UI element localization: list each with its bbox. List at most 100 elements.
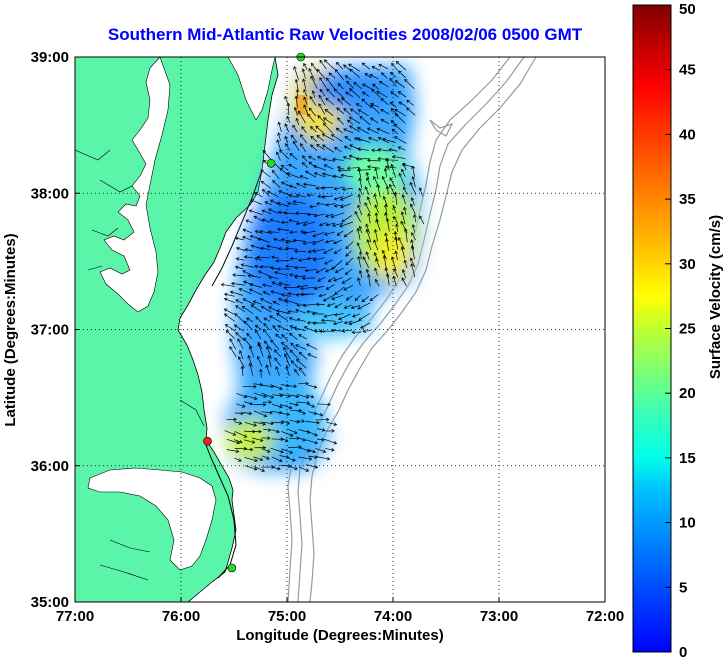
velocity-arrow (280, 181, 290, 187)
velocity-arrow (257, 237, 270, 243)
velocity-arrow (357, 109, 369, 117)
velocity-arrow (337, 168, 351, 173)
velocity-arrow (326, 421, 338, 426)
velocity-arrow (263, 428, 272, 432)
velocity-arrow (248, 209, 263, 216)
velocity-arrow (243, 411, 253, 416)
velocity-arrow (366, 196, 372, 205)
velocity-arrow (419, 215, 425, 225)
velocity-arrow (289, 332, 298, 340)
velocity-arrow (274, 349, 282, 358)
velocity-arrow (244, 394, 258, 401)
velocity-arrow (264, 340, 273, 351)
velocity-arrow (375, 218, 381, 231)
velocity-arrow (371, 148, 380, 153)
velocity-arrow (280, 341, 290, 350)
velocity-arrow (361, 98, 372, 108)
velocity-arrow (242, 270, 255, 277)
velocity-arrow (332, 222, 344, 227)
barrier-islands (203, 169, 263, 579)
velocity-arrow (354, 294, 361, 301)
velocity-arrow (366, 239, 372, 251)
velocity-arrow (271, 420, 285, 425)
velocity-arrow (276, 313, 288, 321)
velocity-arrow (232, 273, 246, 277)
velocity-arrow (394, 113, 406, 124)
velocity-arrow (269, 315, 282, 323)
velocity-arrow (373, 239, 379, 251)
velocity-arrow (276, 309, 290, 314)
velocity-arrow (348, 154, 362, 161)
velocity-arrow (384, 203, 388, 216)
velocity-arrow (278, 189, 290, 196)
velocity-arrow (337, 117, 344, 125)
velocity-arrow (366, 158, 381, 163)
velocity-arrow (345, 91, 354, 98)
velocity-arrow (356, 137, 371, 143)
velocity-arrow (382, 195, 388, 207)
velocity-arrow (345, 257, 354, 266)
velocity-arrow (317, 428, 326, 432)
velocity-arrow (253, 456, 264, 462)
velocity-arrow (266, 190, 279, 198)
velocity-arrow (236, 246, 246, 251)
velocity-arrow (323, 164, 334, 170)
velocity-arrow (324, 259, 333, 265)
velocity-arrow (313, 285, 325, 290)
velocity-arrow (339, 194, 353, 201)
velocity-arrow (307, 455, 318, 459)
velocity-arrow (333, 196, 344, 201)
velocity-arrow (288, 184, 297, 189)
velocity-arrow (309, 95, 317, 106)
velocity-arrow (388, 183, 397, 197)
velocity-arrow (274, 357, 282, 367)
velocity-arrow (312, 164, 326, 171)
velocity-arrow (310, 135, 318, 142)
velocity-arrow (234, 236, 244, 241)
bay-tributary-1 (75, 149, 133, 271)
velocity-arrows (220, 59, 425, 472)
velocity-arrow (305, 420, 320, 425)
velocity-arrow (393, 123, 406, 134)
velocity-arrow (325, 284, 335, 290)
velocity-arrow (272, 393, 284, 398)
y-tick-label: 37:00 (31, 322, 69, 339)
velocity-arrow (362, 329, 372, 333)
velocity-arrow (302, 230, 316, 235)
velocity-arrow (275, 151, 281, 161)
velocity-arrow (303, 62, 308, 71)
velocity-arrow (246, 317, 254, 323)
velocity-arrow (347, 119, 354, 125)
y-axis-label: Latitude (Degrees:Minutes) (2, 233, 19, 426)
velocity-arrow (309, 126, 317, 133)
velocity-arrow (310, 75, 318, 89)
velocity-arrow (357, 277, 361, 286)
x-tick-label: 75:00 (268, 608, 306, 625)
velocity-arrow (287, 309, 298, 314)
velocity-arrow (374, 204, 379, 214)
velocity-arrow (398, 101, 407, 107)
velocity-arrow (288, 193, 298, 198)
velocity-arrow (398, 172, 406, 187)
velocity-arrow (293, 275, 306, 279)
velocity-arrow (395, 60, 407, 71)
velocity-arrow (242, 298, 255, 305)
velocity-arrow (288, 163, 298, 170)
velocity-arrow (285, 143, 291, 151)
velocity-arrow (398, 70, 406, 79)
velocity-arrow (318, 329, 333, 333)
velocity-arrow (341, 97, 351, 106)
velocity-arrow (323, 117, 333, 125)
velocity-arrow (296, 284, 308, 289)
velocity-arrow (281, 448, 294, 454)
velocity-arrow (323, 248, 334, 254)
velocity-arrow (356, 242, 362, 252)
velocity-arrow (334, 68, 344, 80)
velocity-arrow (384, 165, 397, 169)
velocity-arrow (397, 91, 407, 98)
velocity-arrow (380, 98, 389, 105)
velocity-arrow (318, 293, 327, 298)
velocity-arrow (411, 165, 415, 177)
velocity-arrow (298, 466, 310, 472)
velocity-arrow (309, 204, 318, 209)
